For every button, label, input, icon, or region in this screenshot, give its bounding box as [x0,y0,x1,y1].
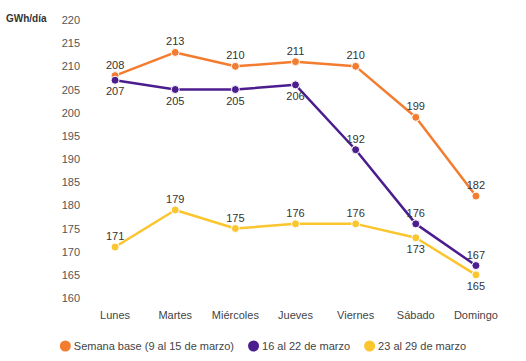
point [412,234,420,242]
point [472,271,480,279]
point [231,225,239,233]
y-tick-label: 200 [62,107,80,119]
point [352,146,360,154]
legend: Semana base (9 al 15 de marzo) 16 al 22 d… [60,340,466,352]
y-tick-label: 195 [62,130,80,142]
y-tick-label: 165 [62,269,80,281]
chart: GWh/día 160 165 170 175 180 185 190 195 200 205 210… [0,0,526,361]
data-label: 210 [226,49,244,61]
y-tick-label: 185 [62,176,80,188]
legend-marker [364,341,375,352]
point [292,58,300,66]
x-tick-label: Martes [158,309,192,321]
y-tick-label: 175 [62,223,80,235]
y-tick-label: 205 [62,84,80,96]
x-tick-label: Jueves [278,309,313,321]
page: {"chart_data": { "type": "line", "ylabel… [0,0,526,361]
point [472,262,480,270]
data-label: 167 [467,249,485,261]
data-labels: 208 213 210 211 210 199 182 207 205 205 206 192 176 1… [106,35,485,291]
point [412,113,420,121]
y-tick-label: 160 [62,292,80,304]
data-label: 173 [407,243,425,255]
point [111,243,119,251]
legend-label: 16 al 22 de marzo [262,340,350,352]
data-label: 179 [166,193,184,205]
x-tick-label: Lunes [100,309,130,321]
data-label: 205 [226,95,244,107]
point [292,81,300,89]
x-tick-label: Sábado [397,309,435,321]
point [352,62,360,70]
x-tick-label: Miércoles [212,309,260,321]
y-tick-label: 220 [62,14,80,26]
y-tick-label: 190 [62,153,80,165]
point [111,76,119,84]
data-label: 205 [166,95,184,107]
point [171,48,179,56]
point [231,62,239,70]
data-label: 165 [467,280,485,292]
point [472,192,480,200]
data-label: 171 [106,230,124,242]
data-label: 207 [106,85,124,97]
point [352,220,360,228]
x-tick-label: Domingo [454,309,498,321]
data-label: 175 [226,212,244,224]
y-axis-label: GWh/día [6,13,47,24]
plot-area [111,48,480,278]
point [412,220,420,228]
data-label: 208 [106,59,124,71]
data-label: 176 [407,207,425,219]
x-tick-label: Viernes [337,309,375,321]
data-label: 199 [407,100,425,112]
legend-label: 23 al 29 de marzo [378,340,466,352]
data-label: 210 [346,49,364,61]
series-line [115,210,476,275]
data-label: 211 [287,45,305,57]
data-label: 192 [346,133,364,145]
data-label: 182 [467,179,485,191]
data-label: 176 [346,207,364,219]
data-label: 176 [286,207,304,219]
legend-label: Semana base (9 al 15 de marzo) [74,340,234,352]
y-tick-label: 215 [62,37,80,49]
series-line [115,52,476,196]
legend-marker [60,341,71,352]
y-tick-label: 170 [62,246,80,258]
point [231,86,239,94]
y-tick-label: 210 [62,60,80,72]
point [292,220,300,228]
point [171,86,179,94]
series-line [115,80,476,265]
y-tick-label: 180 [62,199,80,211]
data-label: 206 [286,90,304,102]
legend-marker [248,341,259,352]
point [171,206,179,214]
data-label: 213 [166,35,184,47]
